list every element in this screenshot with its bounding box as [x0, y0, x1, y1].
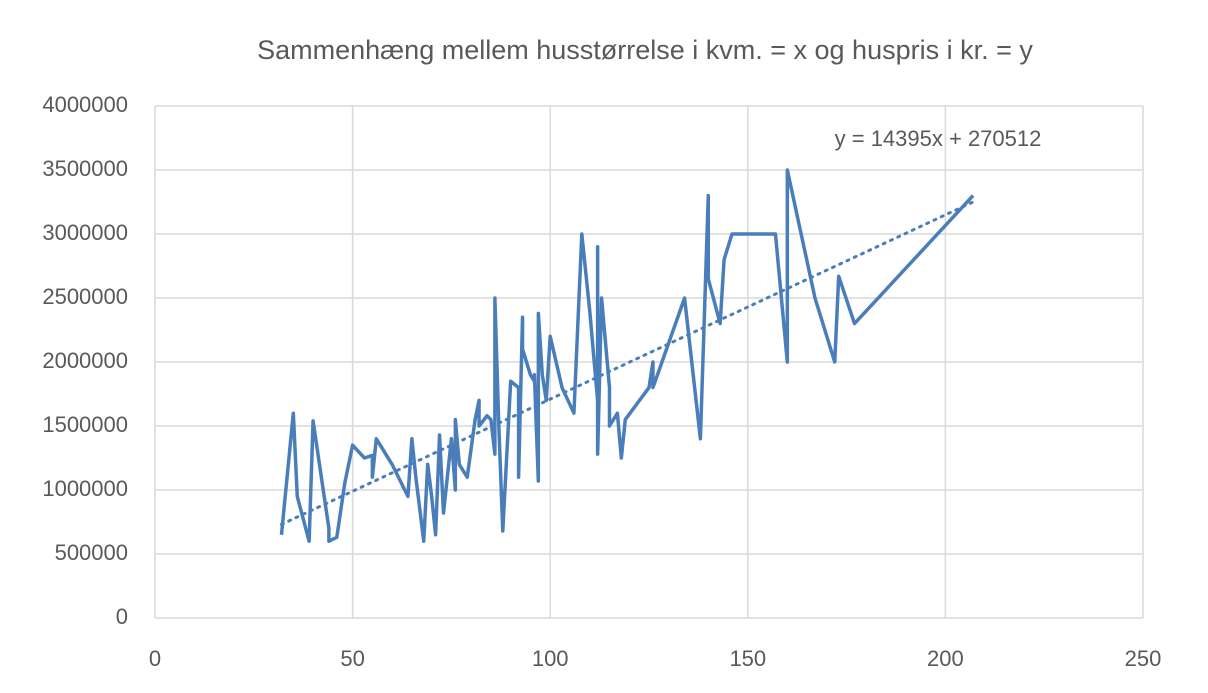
trendline-equation: y = 14395x + 270512 [835, 126, 1042, 151]
y-tick-label: 2500000 [42, 284, 128, 309]
trendline [279, 200, 975, 526]
chart-title: Sammenhæng mellem husstørrelse i kvm. = … [257, 35, 1033, 65]
x-tick-label: 200 [927, 646, 964, 671]
y-tick-label: 1000000 [42, 476, 128, 501]
y-tick-label: 3500000 [42, 156, 128, 181]
y-tick-label: 2000000 [42, 348, 128, 373]
y-tick-label: 0 [116, 604, 128, 629]
y-tick-label: 4000000 [42, 92, 128, 117]
y-tick-label: 3000000 [42, 220, 128, 245]
x-tick-label: 150 [729, 646, 766, 671]
data-line [279, 168, 975, 543]
y-tick-label: 1500000 [42, 412, 128, 437]
x-tick-label: 250 [1125, 646, 1162, 671]
x-tick-label: 50 [340, 646, 364, 671]
y-tick-label: 500000 [55, 540, 128, 565]
x-tick-label: 0 [149, 646, 161, 671]
x-tick-label: 100 [532, 646, 569, 671]
